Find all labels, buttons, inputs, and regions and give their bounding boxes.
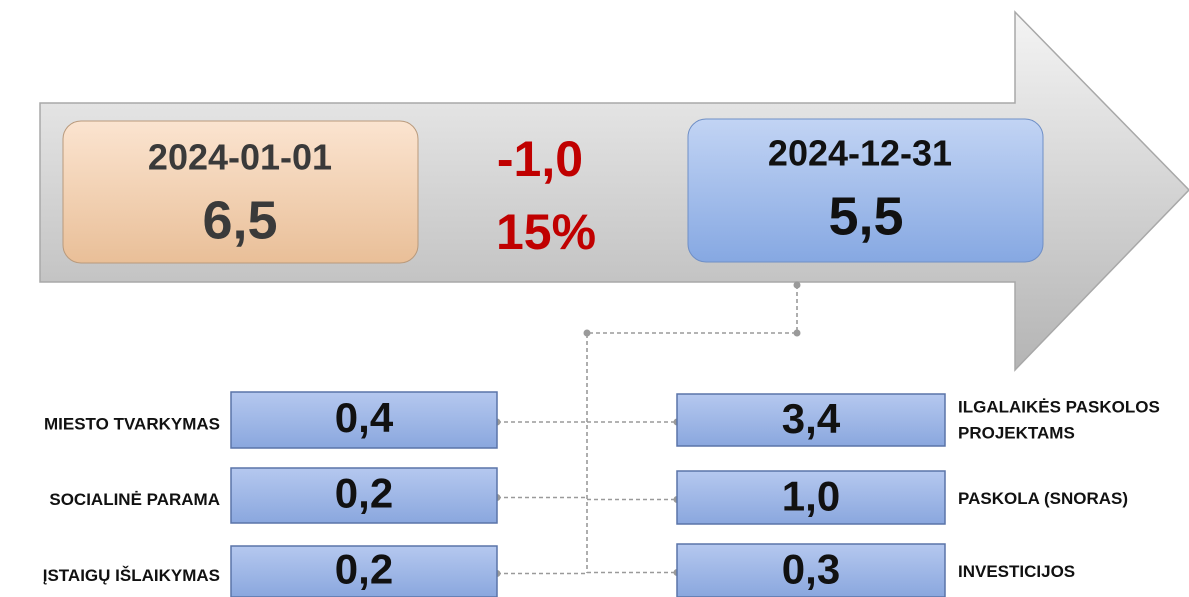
- arrow: [39, 10, 1189, 372]
- item-value: 0,3: [782, 546, 840, 593]
- item-label: ĮSTAIGŲ IŠLAIKYMAS: [43, 566, 220, 585]
- end-date: 2024-12-31: [768, 133, 952, 174]
- item-value: 0,4: [335, 394, 394, 441]
- value-box: [230, 545, 498, 597]
- end-box: [687, 118, 1044, 263]
- start-box: [62, 120, 419, 264]
- item-label: PROJEKTAMS: [958, 423, 1075, 442]
- item-label: ILGALAIKĖS PASKOLOS: [958, 397, 1160, 416]
- item-value: 0,2: [335, 546, 393, 593]
- value-box: [676, 470, 946, 525]
- change-amount: -1,0: [497, 131, 583, 187]
- items: 0,4 MIESTO TVARKYMAS 0,2 SOCIALINĖ PARAMA 0,…: [43, 391, 1160, 597]
- value-box: [676, 393, 946, 447]
- start-date: 2024-01-01: [148, 137, 332, 178]
- item-label: SOCIALINĖ PARAMA: [49, 490, 220, 509]
- end-value: 5,5: [828, 186, 903, 246]
- connectors: [583, 281, 801, 573]
- value-box: [676, 543, 946, 597]
- item-value: 1,0: [782, 473, 840, 520]
- item-label: MIESTO TVARKYMAS: [44, 414, 220, 433]
- start-value: 6,5: [202, 190, 277, 250]
- value-box: [230, 467, 498, 524]
- item-value: 0,2: [335, 470, 393, 517]
- change-percent: 15%: [496, 204, 596, 260]
- item-label: INVESTICIJOS: [958, 562, 1075, 581]
- item-label: PASKOLA (SNORAS): [958, 489, 1128, 508]
- value-box: [230, 391, 498, 449]
- item-value: 3,4: [782, 395, 841, 442]
